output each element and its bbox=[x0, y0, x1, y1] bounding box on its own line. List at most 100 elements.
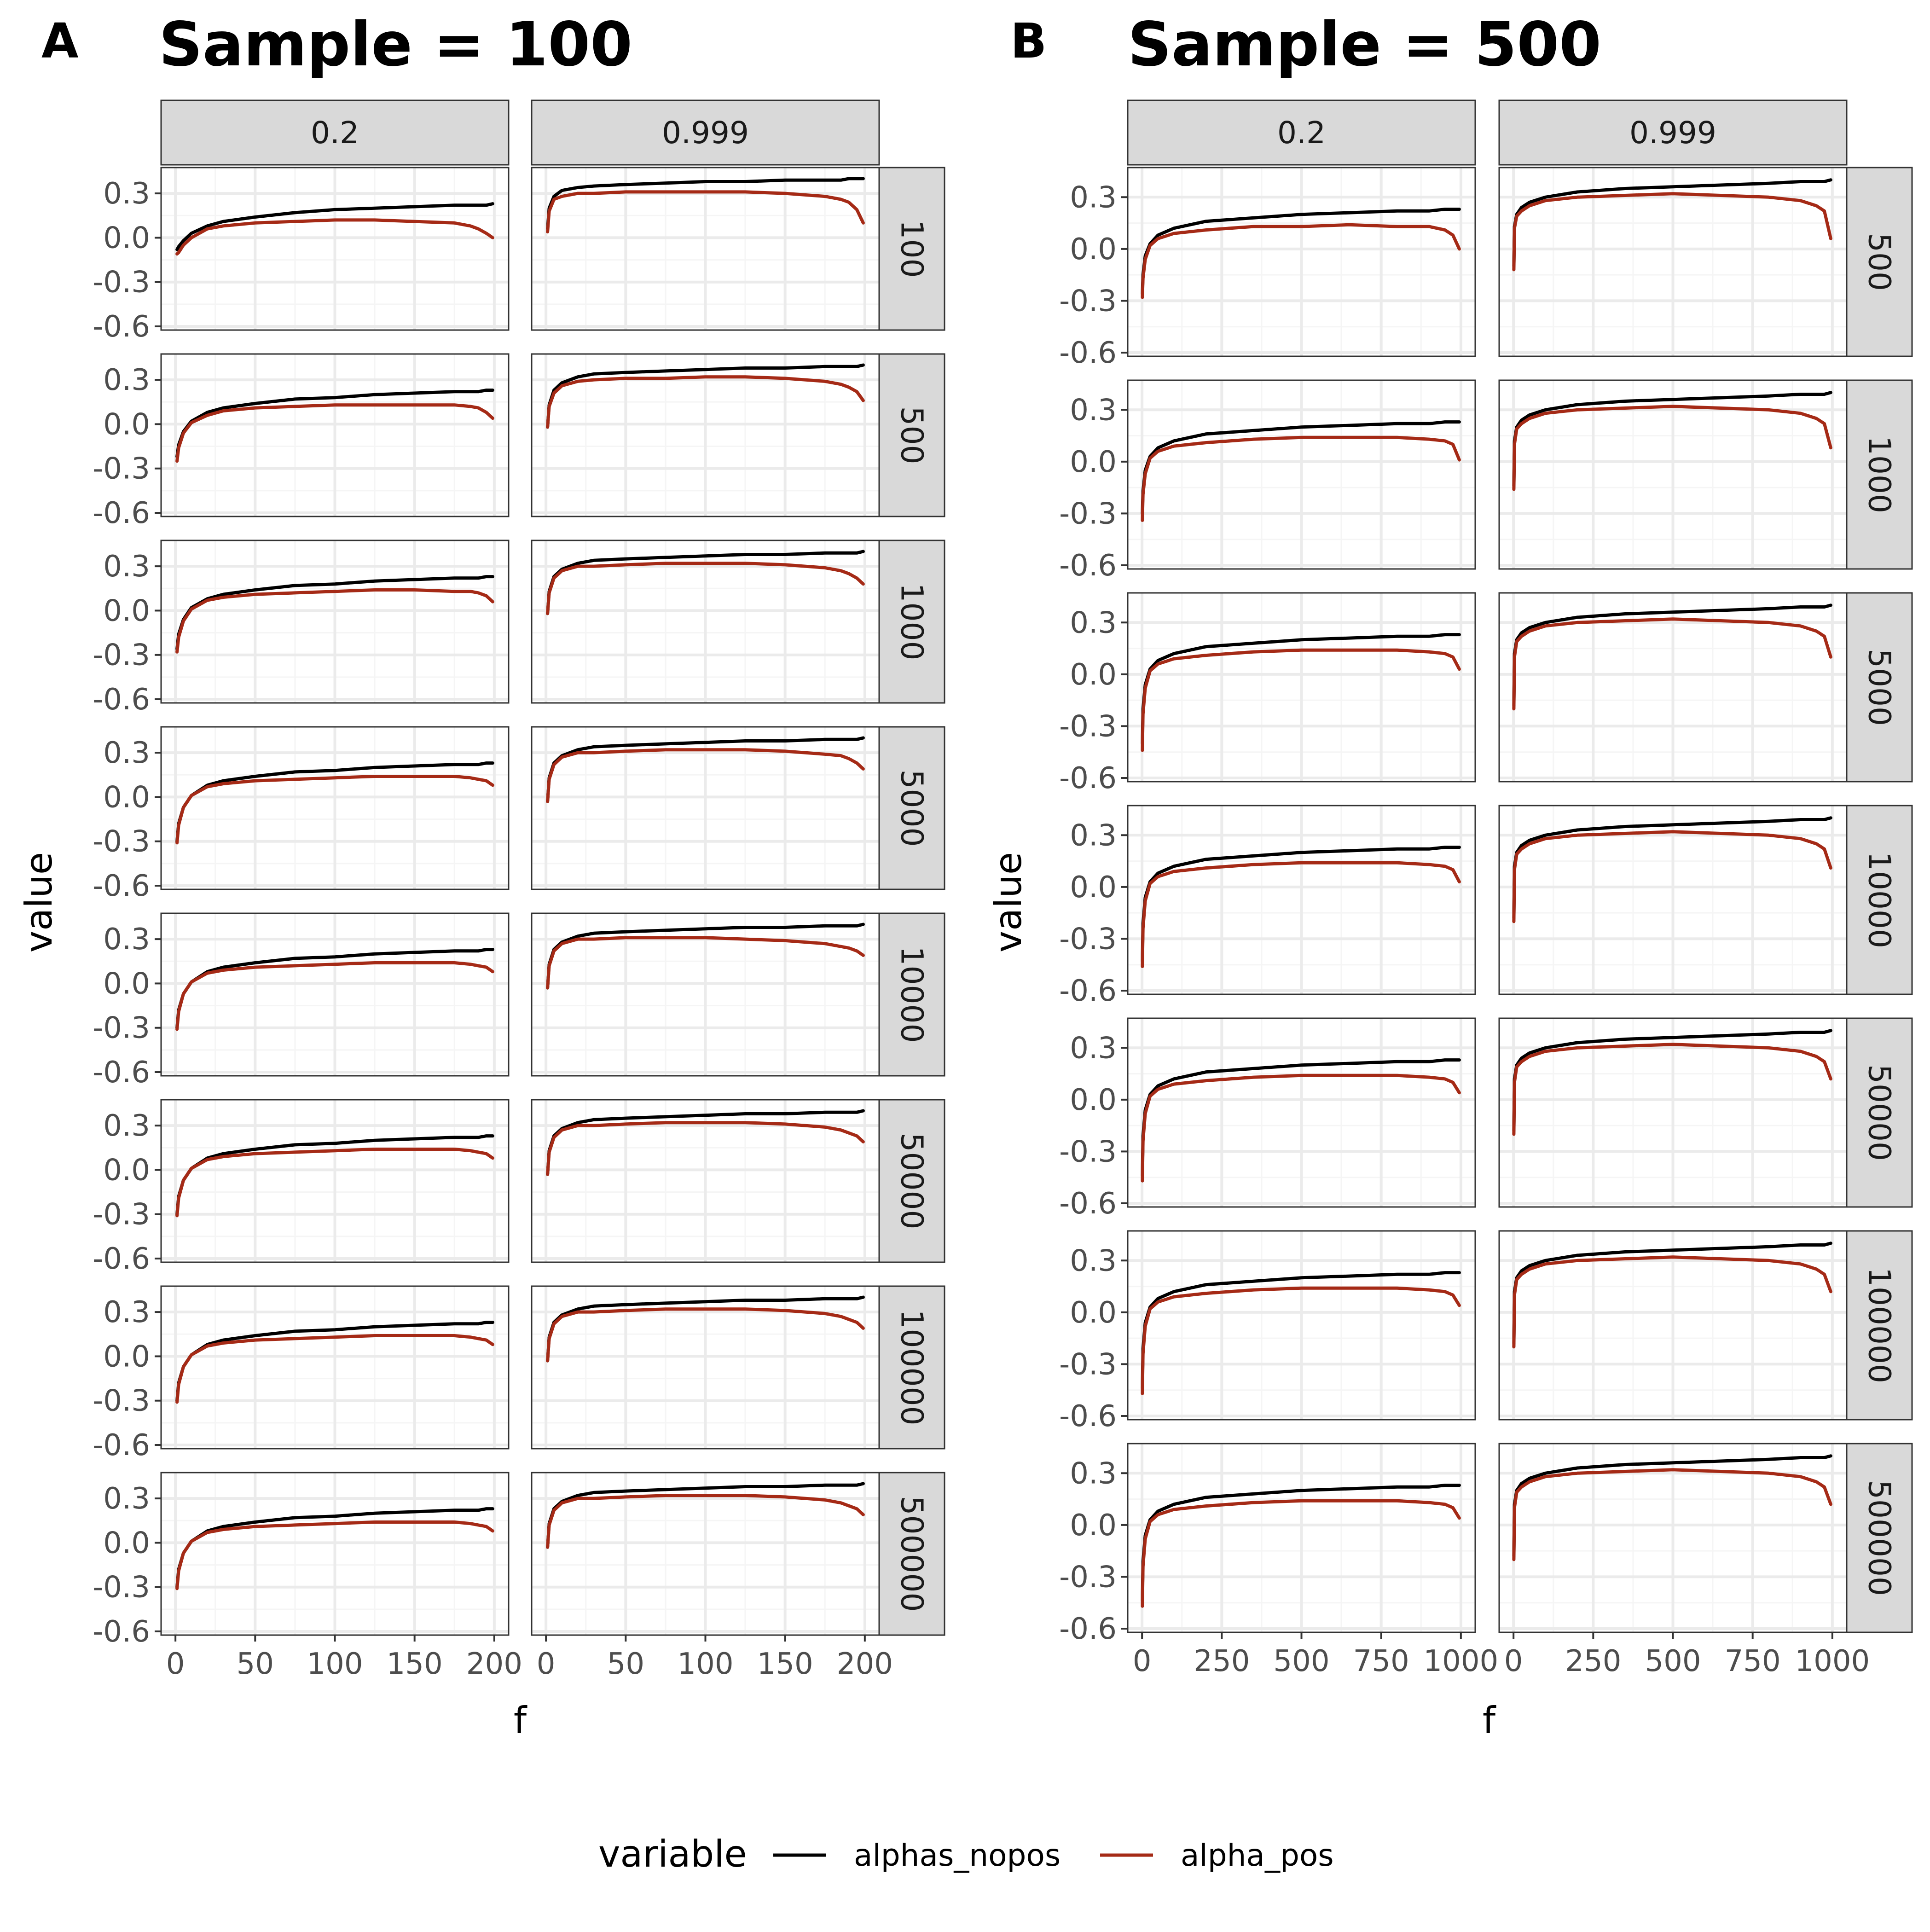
y-tick-label: 0.3 bbox=[1070, 393, 1117, 427]
x-tick-label: 750 bbox=[1353, 1644, 1409, 1678]
series-line-alpha-pos bbox=[1141, 1286, 1461, 1395]
x-tick-label: 50 bbox=[237, 1647, 274, 1681]
y-tick-label: -0.6 bbox=[93, 310, 150, 344]
facet-strip-row-label: 500000 bbox=[894, 1496, 930, 1612]
facet-strip-row bbox=[878, 540, 945, 704]
chart-title-a: Sample = 100 bbox=[159, 9, 632, 80]
panel-border bbox=[1127, 1017, 1476, 1208]
y-tick-label: -0.6 bbox=[93, 1242, 150, 1276]
series-line-alpha-pos bbox=[1512, 1255, 1832, 1349]
x-tick-label: 0 bbox=[537, 1647, 556, 1681]
facet-strip-col bbox=[160, 99, 510, 166]
y-tick-label: -0.3 bbox=[1059, 284, 1117, 318]
y-tick-label: -0.3 bbox=[93, 1571, 150, 1605]
y-tick-label: 0.0 bbox=[103, 1340, 150, 1374]
y-tick-label: -0.6 bbox=[93, 1615, 150, 1649]
series-line-alphas-nopos bbox=[175, 202, 494, 251]
series-line-alpha-pos bbox=[1141, 1499, 1461, 1608]
panel-border bbox=[531, 1099, 880, 1263]
panel-border bbox=[160, 540, 510, 704]
y-tick-label: 0.3 bbox=[103, 1482, 150, 1516]
y-tick-label: 0.0 bbox=[103, 1526, 150, 1560]
y-tick-label: 0.0 bbox=[1070, 870, 1117, 905]
panel-border bbox=[1498, 805, 1848, 995]
y-tick-label: -0.3 bbox=[93, 825, 150, 859]
y-tick-label: -0.6 bbox=[1059, 1399, 1117, 1433]
facet-strip-row bbox=[878, 353, 945, 517]
y-tick-label: 0.3 bbox=[103, 1295, 150, 1329]
y-tick-label: 0.0 bbox=[1070, 658, 1117, 692]
x-tick-label: 100 bbox=[677, 1647, 733, 1681]
y-tick-label: 0.0 bbox=[1070, 1296, 1117, 1330]
series-line-alphas-nopos bbox=[546, 177, 865, 231]
facet-strip-row-label: 50000 bbox=[1862, 1064, 1897, 1161]
facet-strip-row-label: 100 bbox=[894, 220, 930, 278]
figure-tag-b: B bbox=[1010, 13, 1047, 69]
facet-strip-row-label: 500000 bbox=[1862, 1480, 1897, 1596]
y-tick-label: -0.6 bbox=[1059, 974, 1117, 1008]
x-tick-label: 0 bbox=[1133, 1644, 1152, 1678]
panel-border bbox=[531, 167, 880, 331]
series-line-alpha-pos bbox=[546, 1494, 865, 1549]
series-line-alpha-pos bbox=[175, 403, 494, 463]
facet-strip-col-label: 0.999 bbox=[662, 115, 749, 151]
y-tick-label: 0.3 bbox=[103, 550, 150, 584]
y-tick-label: 0.3 bbox=[1070, 1456, 1117, 1491]
y-axis-title-a: value bbox=[17, 852, 60, 953]
facet-strip-row bbox=[1846, 592, 1913, 783]
series-line-alpha-pos bbox=[1141, 1073, 1461, 1183]
y-tick-label: 0.3 bbox=[103, 1109, 150, 1143]
x-tick-label: 0 bbox=[1504, 1644, 1523, 1678]
y-tick-label: -0.3 bbox=[1059, 1560, 1117, 1594]
x-tick-label: 1000 bbox=[1423, 1644, 1498, 1678]
series-line-alpha-pos bbox=[546, 748, 865, 803]
x-axis-title-a: f bbox=[514, 1699, 527, 1742]
y-tick-label: -0.6 bbox=[93, 683, 150, 717]
x-tick-label: 200 bbox=[466, 1647, 522, 1681]
x-tick-label: 200 bbox=[837, 1647, 893, 1681]
series-line-alpha-pos bbox=[546, 1307, 865, 1363]
facet-strip-row-label: 100000 bbox=[894, 1310, 930, 1426]
facet-strip-row bbox=[878, 726, 945, 890]
facet-strip-row bbox=[1846, 1443, 1913, 1633]
series-line-alpha-pos bbox=[175, 775, 494, 845]
panel-border bbox=[160, 912, 510, 1077]
series-line-alpha-pos bbox=[546, 562, 865, 615]
facet-strip-row bbox=[878, 1285, 945, 1450]
facet-strip-row-label: 100000 bbox=[1862, 1267, 1897, 1383]
y-tick-label: -0.6 bbox=[1059, 761, 1117, 795]
y-tick-label: -0.3 bbox=[93, 1198, 150, 1232]
y-tick-label: -0.6 bbox=[93, 496, 150, 530]
panel-border bbox=[531, 1285, 880, 1450]
x-tick-label: 150 bbox=[757, 1647, 813, 1681]
y-tick-label: 0.0 bbox=[103, 780, 150, 814]
series-line-alpha-pos bbox=[1512, 405, 1832, 491]
series-line-alpha-pos bbox=[1141, 648, 1461, 752]
facet-strip-col-label: 0.2 bbox=[311, 115, 359, 151]
facet-strip-row bbox=[878, 167, 945, 331]
series-line-alpha-pos bbox=[546, 190, 865, 234]
series-line-alpha-pos bbox=[1141, 435, 1461, 522]
y-tick-label: -0.3 bbox=[93, 266, 150, 300]
x-tick-label: 750 bbox=[1725, 1644, 1781, 1678]
y-tick-label: 0.0 bbox=[103, 407, 150, 441]
x-tick-label: 0 bbox=[166, 1647, 185, 1681]
y-tick-label: -0.3 bbox=[1059, 1347, 1117, 1381]
series-line-alpha-pos bbox=[175, 961, 494, 1031]
legend-label-alpha-pos: alpha_pos bbox=[1181, 1838, 1334, 1873]
panel-border bbox=[160, 1285, 510, 1450]
panel-border bbox=[160, 353, 510, 517]
series-line-alpha-pos bbox=[1512, 1468, 1832, 1561]
legend-title: variable bbox=[598, 1833, 747, 1875]
y-tick-label: 0.3 bbox=[1070, 1031, 1117, 1065]
y-tick-label: -0.6 bbox=[1059, 549, 1117, 583]
panel-border bbox=[1498, 167, 1848, 357]
y-tick-label: -0.6 bbox=[1059, 1612, 1117, 1646]
y-tick-label: 0.0 bbox=[103, 221, 150, 255]
series-line-alpha-pos bbox=[1512, 192, 1832, 272]
chart-title-b: Sample = 500 bbox=[1128, 9, 1601, 80]
panel-border bbox=[531, 540, 880, 704]
panel-border bbox=[1127, 805, 1476, 995]
y-tick-label: 0.3 bbox=[1070, 818, 1117, 853]
y-tick-label: 0.3 bbox=[103, 922, 150, 957]
